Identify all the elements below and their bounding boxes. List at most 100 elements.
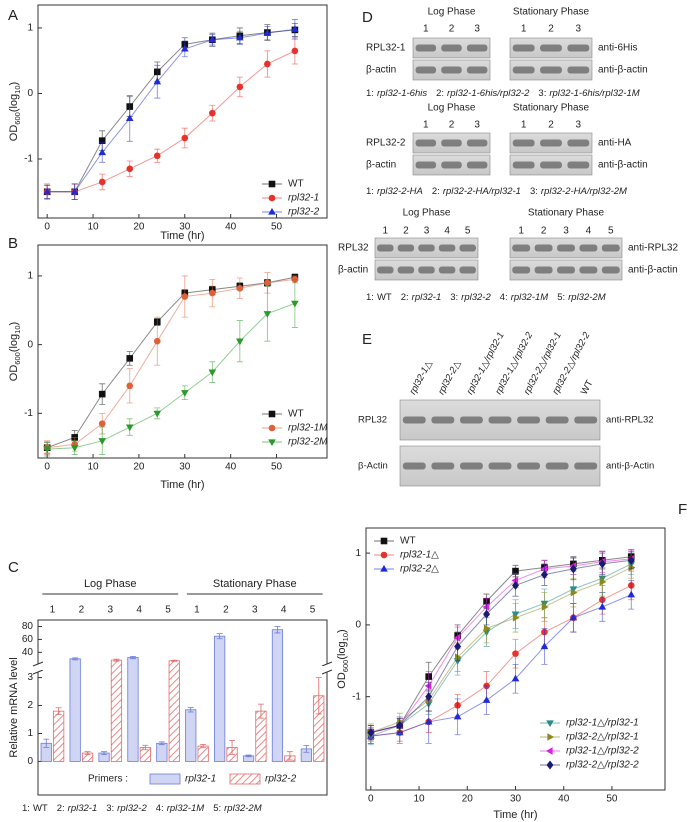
x-tick-label: 0 — [368, 794, 374, 805]
category-label: 5 — [310, 605, 316, 616]
band — [460, 416, 483, 424]
band — [415, 139, 437, 147]
lane-label: rpl32-2△ — [436, 358, 463, 396]
data-point — [598, 559, 606, 569]
bar — [197, 745, 209, 762]
band — [377, 244, 394, 252]
y-axis-title-part: ) — [8, 82, 20, 86]
lane-label: 3 — [563, 226, 569, 237]
x-tick-label: 50 — [606, 794, 618, 805]
y-axis-title-part: 600 — [341, 660, 350, 673]
series-line — [46, 276, 295, 449]
category-label: 1 — [194, 605, 200, 616]
error-bar — [200, 744, 207, 749]
antibody-label: anti-RPL32 — [606, 415, 654, 426]
legend-label: rpl32-1 — [68, 803, 98, 814]
y-tick-label: 0 — [27, 756, 33, 767]
band — [466, 66, 488, 74]
data-point — [153, 410, 162, 418]
plot-frame — [37, 619, 328, 796]
axis-break-mark — [32, 661, 44, 675]
y-tick-label: 2 — [27, 700, 33, 711]
y-axis-title: Relative mRNA level — [8, 657, 20, 757]
antibody-label: anti-HA — [598, 138, 632, 149]
antibody-label: anti-β-actin — [628, 265, 678, 276]
data-point — [569, 613, 578, 621]
error-bar — [158, 741, 165, 746]
lane-label: 1 — [423, 24, 429, 35]
lane-label: 3 — [576, 24, 582, 35]
band — [459, 244, 476, 252]
x-tick-label: 0 — [44, 222, 50, 233]
antibody-label: anti-6His — [598, 43, 637, 54]
category-label: 4 — [281, 605, 287, 616]
lane-label: 2 — [449, 24, 455, 35]
band — [534, 244, 553, 252]
legend-key: 1: — [366, 88, 374, 99]
band — [557, 244, 575, 252]
band — [567, 66, 590, 74]
lane-label: 3 — [474, 120, 480, 131]
data-point — [482, 603, 490, 611]
y-axis-title: OD600(log10) — [8, 322, 23, 381]
data-point — [126, 165, 134, 173]
error-bar — [257, 703, 264, 719]
y-axis-title-part: OD — [8, 365, 20, 382]
data-point — [291, 300, 299, 308]
data-point — [43, 446, 51, 454]
data-point — [126, 382, 134, 390]
legend-label: rpl32-2M — [568, 292, 606, 303]
band — [466, 44, 488, 52]
legend-label: rpl32-1-6his/rpl32-1M — [549, 88, 639, 99]
legend-label: rpl32-1△/rpl32-2 — [566, 746, 639, 757]
legend-marker — [380, 564, 388, 572]
band — [402, 462, 426, 470]
band — [545, 416, 569, 424]
bar — [255, 710, 267, 762]
x-tick-label: 20 — [462, 794, 474, 805]
data-point — [541, 603, 549, 611]
series-line — [47, 29, 295, 193]
x-tick-label: 50 — [271, 222, 283, 233]
data-point — [291, 47, 299, 55]
legend-title: Primers : — [88, 774, 128, 785]
category-label: 2 — [79, 605, 85, 616]
series-line — [47, 50, 296, 193]
data-point — [540, 642, 549, 650]
data-point — [569, 564, 577, 574]
category-label: 3 — [252, 605, 258, 616]
band — [512, 139, 535, 147]
bar — [185, 709, 197, 762]
panel-letter: B — [8, 235, 18, 252]
y-tick-label: 80 — [22, 621, 34, 632]
band — [512, 66, 535, 74]
data-point — [263, 311, 272, 318]
blot-legend: 1: rpl32-2-HA 2: rpl32-2-HA/rpl32-1 3: rpl32-… — [366, 186, 627, 197]
legend-label: WT — [288, 179, 304, 190]
legend-marker — [547, 733, 555, 741]
legend-key: 1: — [366, 186, 374, 197]
y-tick-label: 1 — [27, 23, 33, 34]
legend-label: rpl32-1M — [167, 803, 205, 814]
band — [488, 462, 512, 470]
error-bar — [274, 626, 281, 634]
legend-key: 3: — [106, 803, 114, 814]
legend-key: 4: — [156, 803, 164, 814]
error-bar — [187, 707, 194, 713]
category-label: 1 — [50, 605, 56, 616]
y-tick-label: -1 — [24, 408, 33, 419]
x-tick-label: 40 — [225, 222, 237, 233]
band — [397, 266, 415, 274]
legend-label: WT — [377, 292, 392, 303]
blot-legend: 1: WT 2: rpl32-1 3: rpl32-2 4: rpl32-1M 5: rpl32-… — [366, 292, 606, 303]
lane-label: 4 — [586, 226, 592, 237]
blot-header: Log Phase — [428, 7, 476, 18]
data-point — [454, 653, 462, 662]
data-point — [425, 692, 433, 702]
data-point — [263, 29, 272, 36]
data-point — [599, 578, 607, 586]
data-point — [43, 187, 51, 195]
band — [397, 244, 415, 252]
plot-frame — [37, 244, 328, 459]
